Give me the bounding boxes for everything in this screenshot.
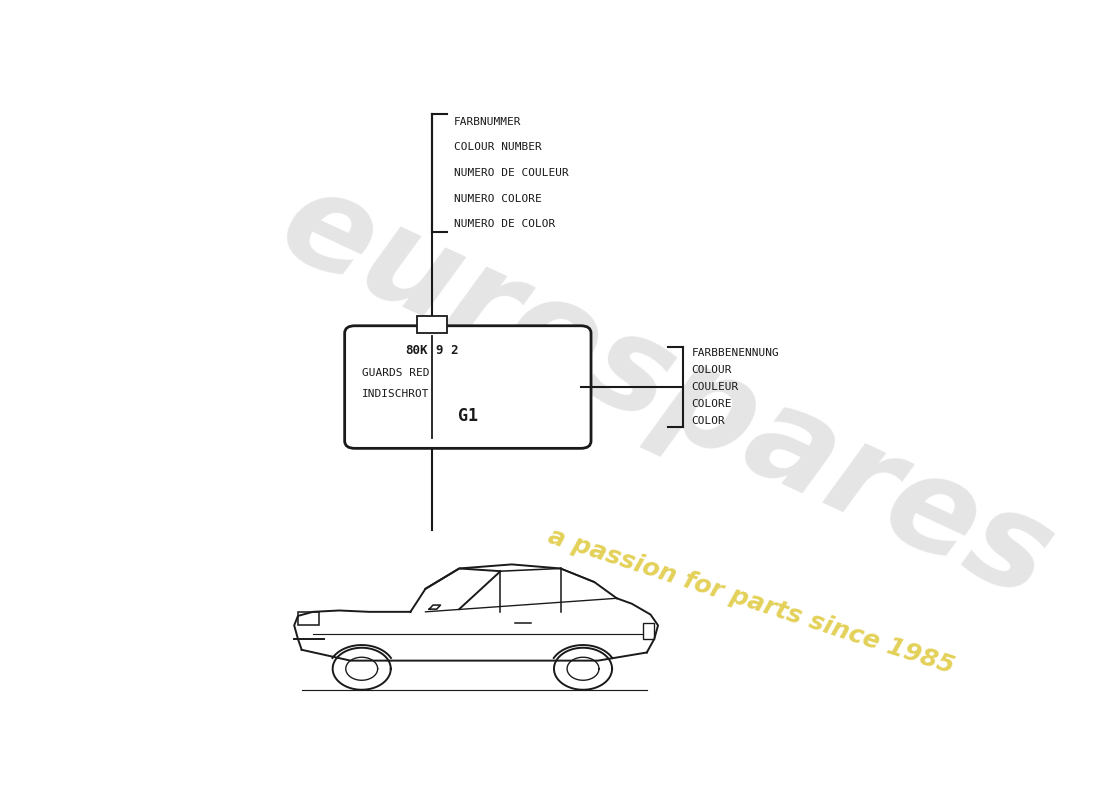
Text: GUARDS RED: GUARDS RED xyxy=(362,368,429,378)
FancyBboxPatch shape xyxy=(344,326,591,448)
Bar xyxy=(644,622,653,639)
Text: 80K: 80K xyxy=(405,344,427,357)
Bar xyxy=(298,612,319,626)
Text: NUMERO DE COLOR: NUMERO DE COLOR xyxy=(454,219,556,229)
Text: NUMERO COLORE: NUMERO COLORE xyxy=(454,194,541,203)
Text: a passion for parts since 1985: a passion for parts since 1985 xyxy=(546,524,957,678)
Text: NUMERO DE COULEUR: NUMERO DE COULEUR xyxy=(454,168,569,178)
Text: COLOR: COLOR xyxy=(692,416,725,426)
Text: COULEUR: COULEUR xyxy=(692,382,739,392)
Text: 9 2: 9 2 xyxy=(436,344,459,357)
Text: G1: G1 xyxy=(458,407,477,426)
Text: eurospares: eurospares xyxy=(261,158,1071,626)
Text: COLOUR: COLOUR xyxy=(692,365,733,375)
Text: FARBBENENNUNG: FARBBENENNUNG xyxy=(692,348,780,358)
Text: COLORE: COLORE xyxy=(692,399,733,409)
Text: INDISCHROT: INDISCHROT xyxy=(362,389,429,398)
Bar xyxy=(417,316,447,333)
Text: FARBNUMMER: FARBNUMMER xyxy=(454,117,521,127)
Text: COLOUR NUMBER: COLOUR NUMBER xyxy=(454,142,541,153)
